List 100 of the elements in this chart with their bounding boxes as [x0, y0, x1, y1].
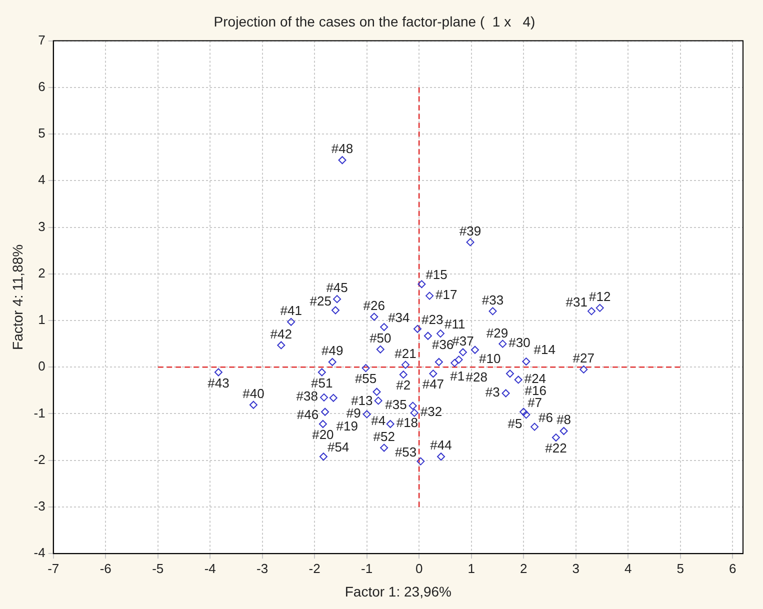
- point: [319, 452, 328, 461]
- point: [502, 389, 510, 398]
- y-tick-label: -3: [34, 498, 46, 514]
- point: [410, 408, 418, 417]
- annotation: #2: [396, 378, 411, 393]
- point: [331, 306, 340, 314]
- annotation: #25: [310, 293, 332, 308]
- annotation: #8: [556, 412, 572, 428]
- x-tick-label: 0: [415, 560, 423, 576]
- annotation: #9: [346, 405, 361, 420]
- point: [338, 156, 346, 164]
- x-tick-label: 3: [572, 560, 580, 576]
- point: [380, 323, 388, 332]
- annotation: #44: [430, 438, 452, 453]
- annotation: #46: [296, 407, 319, 422]
- annotation: #30: [508, 334, 530, 350]
- point: [552, 434, 560, 442]
- x-tick-label: -5: [152, 560, 164, 576]
- annotation: #41: [280, 302, 302, 318]
- point: [333, 295, 342, 304]
- y-tick-label: 0: [38, 358, 46, 374]
- x-tick-label: 6: [728, 560, 736, 576]
- annotation: #3: [485, 384, 500, 400]
- x-tick-label: -7: [48, 560, 60, 576]
- point: [418, 280, 426, 288]
- annotation: #32: [420, 404, 442, 419]
- point: [372, 388, 381, 396]
- point: [498, 340, 507, 348]
- point: [454, 356, 463, 364]
- point: [370, 312, 378, 321]
- x-tick-label: -3: [256, 560, 268, 576]
- y-axis-title: Factor 4: 11,88%: [9, 244, 26, 350]
- annotation: #38: [296, 388, 318, 404]
- annotation: #5: [508, 416, 522, 431]
- point: [520, 408, 528, 416]
- annotation: #17: [436, 286, 458, 302]
- y-tick-label: -2: [34, 452, 46, 467]
- point: [362, 364, 370, 372]
- annotation: #48: [331, 141, 354, 156]
- annotation: #40: [242, 386, 264, 401]
- y-tick-label: -4: [34, 545, 46, 560]
- point: [414, 324, 422, 333]
- y-tick-label: 6: [38, 78, 46, 94]
- annotation: #28: [466, 369, 488, 384]
- point: [318, 420, 327, 428]
- point: [522, 358, 530, 366]
- annotation: #31: [566, 294, 588, 310]
- annotation: #4: [371, 412, 386, 428]
- annotation: #10: [478, 350, 501, 366]
- y-tick-label: 3: [38, 218, 46, 234]
- annotation: #21: [394, 346, 416, 361]
- y-tick-label: 5: [38, 126, 46, 141]
- point: [436, 330, 444, 338]
- y-tick-label: 4: [38, 172, 46, 188]
- point: [321, 408, 330, 416]
- annotation: #19: [336, 418, 358, 434]
- annotation: #49: [322, 343, 344, 358]
- x-tick-label: 1: [468, 560, 475, 576]
- point: [376, 345, 384, 354]
- point: [329, 394, 338, 402]
- annotation: #13: [351, 392, 373, 408]
- annotation: #33: [482, 292, 504, 308]
- annotation: #23: [422, 312, 444, 327]
- x-tick-label: -4: [204, 560, 216, 576]
- x-tick-label: -1: [361, 560, 373, 576]
- point: [386, 420, 394, 428]
- point: [362, 410, 371, 418]
- point: [450, 358, 459, 367]
- x-tick-label: -6: [100, 560, 112, 576]
- annotation: #12: [589, 289, 611, 304]
- annotation: #39: [459, 223, 482, 238]
- point: [466, 238, 474, 246]
- point: [437, 452, 446, 461]
- annotation: #29: [486, 326, 508, 341]
- point: [470, 346, 479, 354]
- annotation: #1: [450, 368, 465, 384]
- annotation: #20: [312, 427, 334, 442]
- annotation: #45: [326, 280, 348, 296]
- annotation: #27: [572, 350, 595, 366]
- annotation: #14: [534, 342, 556, 357]
- annotation: #11: [444, 316, 466, 332]
- point: [424, 332, 432, 340]
- x-tick-label: 4: [624, 560, 632, 576]
- annotation: #37: [452, 333, 474, 348]
- point: [530, 422, 539, 431]
- point: [416, 457, 425, 466]
- annotation: #50: [370, 330, 392, 346]
- x-tick-label: 5: [676, 560, 684, 576]
- x-tick-label: 2: [520, 560, 528, 576]
- annotation: #55: [354, 371, 377, 386]
- annotation: #18: [396, 415, 418, 430]
- annotation: #42: [270, 326, 292, 342]
- point: [318, 368, 326, 376]
- point: [214, 368, 222, 376]
- point: [506, 370, 514, 378]
- chart-title: Projection of the cases on the factor-plane ( 1 x 4): [214, 13, 536, 30]
- x-tick-label: -2: [308, 560, 320, 576]
- annotation: #43: [208, 375, 230, 390]
- annotation: #51: [311, 375, 333, 390]
- point: [429, 370, 438, 378]
